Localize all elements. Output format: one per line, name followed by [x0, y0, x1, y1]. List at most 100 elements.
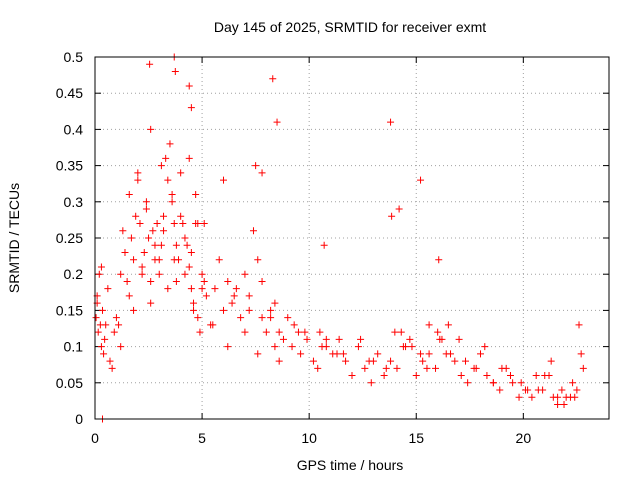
data-point: [245, 292, 253, 300]
x-axis-label: GPS time / hours: [297, 457, 404, 473]
data-point: [134, 169, 142, 177]
data-point: [354, 343, 362, 351]
data-point: [172, 241, 180, 249]
y-tick-label: 0.3: [64, 194, 84, 210]
data-point: [209, 321, 217, 329]
data-point: [241, 328, 249, 336]
data-point: [434, 328, 442, 336]
data-point: [160, 212, 168, 220]
data-point: [267, 306, 275, 314]
data-point: [571, 393, 579, 401]
data-point: [190, 299, 198, 307]
data-point: [515, 393, 523, 401]
data-point: [198, 285, 206, 293]
data-point: [509, 379, 517, 387]
data-point: [348, 372, 356, 380]
data-point: [435, 256, 443, 264]
y-tick-label: 0.05: [56, 375, 83, 391]
data-point: [419, 357, 427, 365]
data-point: [215, 256, 223, 264]
data-point: [130, 256, 138, 264]
data-point: [320, 241, 328, 249]
data-point: [273, 118, 281, 126]
data-point: [464, 379, 472, 387]
data-point: [462, 357, 470, 365]
data-point: [151, 241, 159, 249]
y-tick-label: 0.1: [64, 339, 84, 355]
data-point: [575, 321, 583, 329]
data-point: [506, 372, 514, 380]
data-point: [417, 176, 425, 184]
data-point: [106, 357, 114, 365]
data-point: [98, 306, 106, 314]
data-point: [237, 314, 245, 322]
data-point: [132, 212, 140, 220]
data-point: [309, 357, 317, 365]
data-point: [489, 379, 497, 387]
data-point: [181, 234, 189, 242]
data-point: [110, 328, 118, 336]
data-point: [172, 277, 180, 285]
data-point: [357, 335, 365, 343]
y-tick-label: 0.35: [56, 158, 83, 174]
data-point: [275, 328, 283, 336]
data-point: [391, 328, 399, 336]
data-point: [252, 162, 260, 170]
data-point: [117, 343, 125, 351]
data-point: [94, 328, 102, 336]
data-point: [342, 357, 350, 365]
data-point: [539, 386, 547, 394]
data-point: [374, 350, 382, 358]
data-point: [200, 277, 208, 285]
data-point: [168, 198, 176, 206]
data-point: [155, 256, 163, 264]
data-point: [185, 154, 193, 162]
data-point: [97, 263, 105, 271]
data-point: [472, 364, 480, 372]
data-point: [108, 364, 116, 372]
data-point: [177, 212, 185, 220]
data-point: [147, 277, 155, 285]
data-point: [284, 314, 292, 322]
data-point: [187, 248, 195, 256]
data-point: [528, 393, 536, 401]
data-point: [166, 140, 174, 148]
data-point: [95, 270, 103, 278]
data-point: [380, 372, 388, 380]
data-point: [425, 350, 433, 358]
data-point: [171, 67, 179, 75]
data-point: [316, 328, 324, 336]
x-tick-label: 0: [91, 430, 99, 446]
data-point: [185, 263, 193, 271]
y-axis-label: SRMTID / TECUs: [6, 183, 22, 293]
data-point: [477, 350, 484, 358]
data-point: [119, 227, 127, 235]
data-point: [579, 364, 587, 372]
data-point: [498, 364, 506, 372]
data-point: [335, 335, 343, 343]
data-point: [102, 321, 110, 329]
data-point: [220, 176, 227, 184]
data-point: [97, 343, 105, 351]
data-point: [142, 205, 150, 213]
data-point: [258, 277, 266, 285]
data-point: [387, 118, 395, 126]
data-point: [481, 343, 489, 351]
data-point: [170, 220, 178, 228]
data-point: [457, 372, 465, 380]
x-tick-label: 20: [516, 430, 532, 446]
data-point: [361, 364, 369, 372]
data-point: [408, 343, 416, 351]
data-point: [134, 176, 142, 184]
tick-labels: 0 0.05 0.1 0.15 0.2 0.25 0.3 0.35 0.4 0.45 0.5 0 5 10…: [56, 49, 532, 446]
data-point: [190, 306, 198, 314]
data-point: [153, 220, 161, 228]
data-point: [179, 220, 187, 228]
data-point: [412, 372, 420, 380]
data-point: [573, 386, 581, 394]
data-point: [269, 75, 277, 83]
data-point: [149, 227, 157, 235]
data-point: [303, 335, 311, 343]
data-point: [155, 270, 163, 278]
